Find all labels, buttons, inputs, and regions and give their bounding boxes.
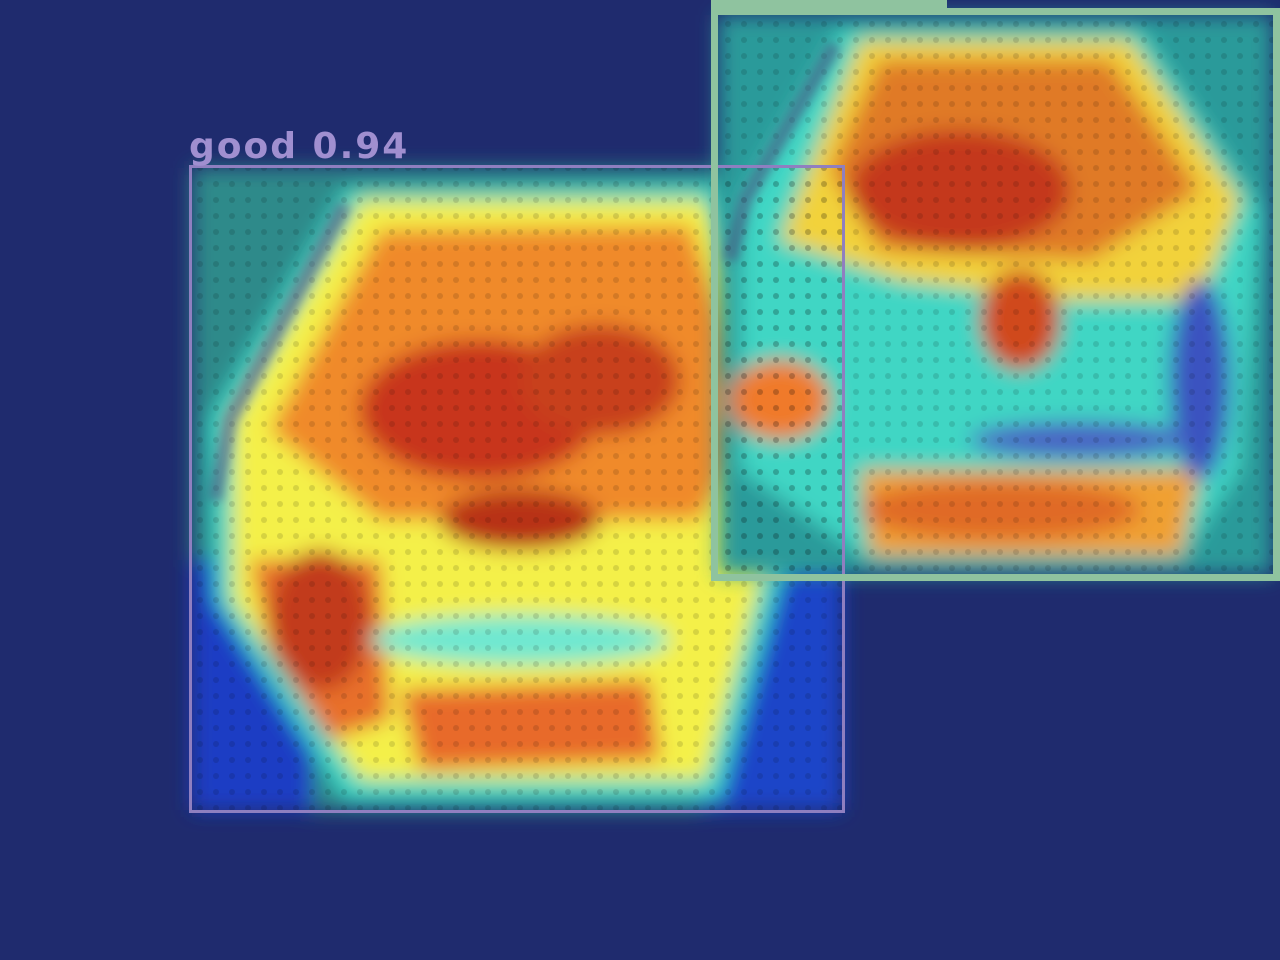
detection-label-good: good 0.94: [189, 126, 410, 167]
detection-box-second: [711, 8, 1280, 581]
detection-label-tab-second: [711, 0, 947, 9]
detection-box-good: [189, 165, 845, 813]
